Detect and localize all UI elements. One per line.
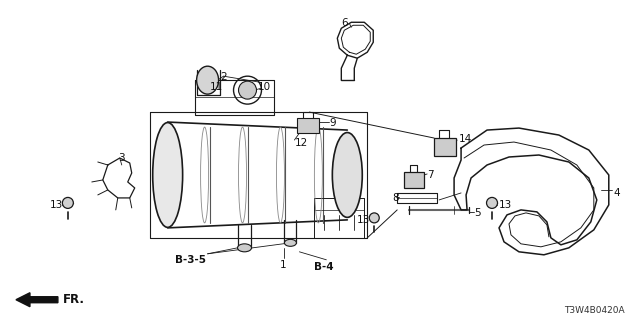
Text: 4: 4 — [614, 188, 620, 198]
Text: FR.: FR. — [63, 293, 85, 306]
Ellipse shape — [239, 81, 257, 99]
Ellipse shape — [153, 123, 182, 228]
Text: 6: 6 — [341, 18, 348, 28]
Ellipse shape — [284, 239, 296, 246]
Ellipse shape — [196, 66, 219, 94]
Text: T3W4B0420A: T3W4B0420A — [564, 306, 625, 315]
Text: 13: 13 — [357, 215, 371, 225]
Text: 2: 2 — [220, 72, 227, 82]
FancyArrow shape — [16, 293, 58, 307]
Text: B-4: B-4 — [314, 262, 334, 272]
Ellipse shape — [369, 213, 380, 223]
FancyBboxPatch shape — [298, 118, 319, 133]
Ellipse shape — [237, 244, 252, 252]
Text: 8: 8 — [392, 193, 399, 203]
Text: 9: 9 — [330, 118, 336, 128]
Text: 13: 13 — [50, 200, 63, 210]
Text: 14: 14 — [459, 134, 472, 144]
Ellipse shape — [62, 197, 74, 208]
Text: 12: 12 — [294, 138, 308, 148]
Text: 5: 5 — [474, 208, 481, 218]
Text: 7: 7 — [427, 170, 434, 180]
Ellipse shape — [486, 197, 497, 208]
Text: 11: 11 — [209, 82, 223, 92]
Text: 3: 3 — [118, 153, 124, 163]
Text: 1: 1 — [280, 260, 286, 270]
Text: B-3-5: B-3-5 — [175, 255, 205, 265]
Ellipse shape — [332, 132, 362, 217]
FancyBboxPatch shape — [404, 172, 424, 188]
Text: 10: 10 — [257, 82, 271, 92]
Text: 13: 13 — [499, 200, 512, 210]
FancyBboxPatch shape — [434, 138, 456, 156]
